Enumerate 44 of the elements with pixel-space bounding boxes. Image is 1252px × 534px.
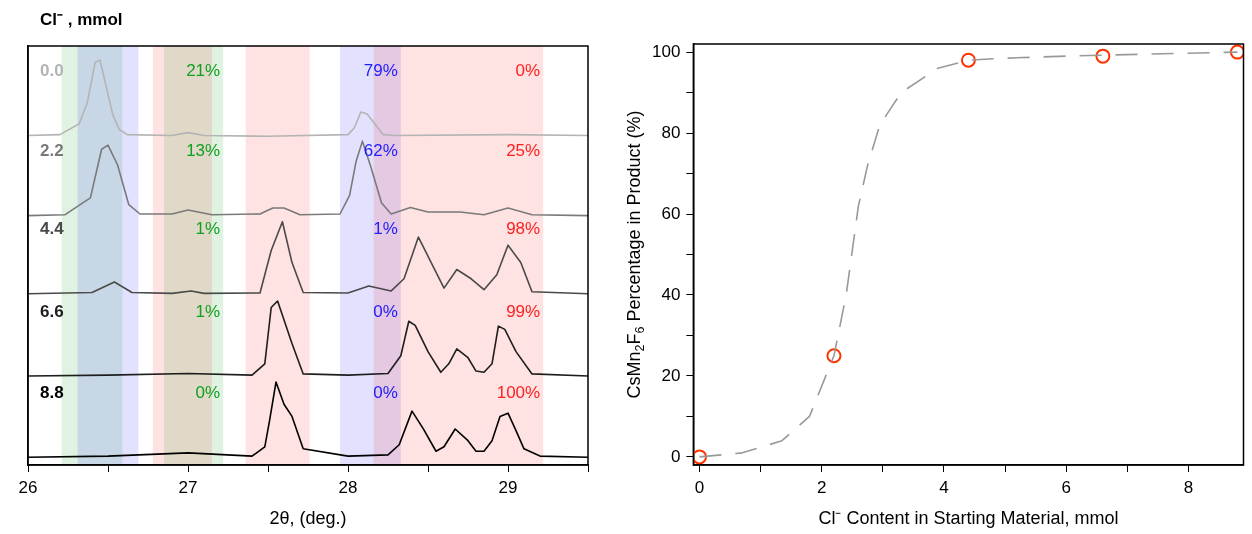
annotation: 0% <box>515 61 541 81</box>
x-axis-title: Cl⁻ Content in Starting Material, mmol <box>818 508 1119 529</box>
text: 2.2 <box>40 141 64 161</box>
y-tick-label: 40 <box>661 284 681 304</box>
x-tick-label: 27 <box>178 477 198 497</box>
annotation: 62% <box>363 141 398 161</box>
x-tick-label: 26 <box>18 477 38 497</box>
annotation: 1% <box>195 219 221 239</box>
point <box>1229 44 1244 60</box>
y-axis-title: CsMn2F6 Percentage in Product (%) <box>624 110 648 399</box>
annotation: 25% <box>506 141 541 161</box>
annotation: 1% <box>373 219 398 239</box>
annotation: 0% <box>373 383 398 402</box>
x-axis-title: 2θ, (deg.) <box>269 508 347 529</box>
legend-title: Cl⁻ , mmol <box>40 9 123 29</box>
annotation: 98% <box>506 219 541 239</box>
annotation: 99% <box>506 301 541 321</box>
text: 4.4 <box>40 219 65 239</box>
x-tick-label: 8 <box>1183 477 1194 497</box>
annotation: 21% <box>186 61 221 81</box>
x-tick-label: 4 <box>939 477 949 497</box>
point <box>693 449 707 465</box>
y-tick-label: 60 <box>661 203 681 223</box>
point <box>826 348 842 364</box>
annotation: 0% <box>373 301 398 321</box>
annotation: 0% <box>195 383 221 402</box>
x-tick-label: 2 <box>816 477 827 497</box>
y-tick-label: 80 <box>661 122 681 142</box>
x-tick-label: 6 <box>1061 477 1071 497</box>
text: 6.6 <box>40 301 64 321</box>
x-tick-label: 28 <box>338 477 358 497</box>
y-tick-label: 0 <box>670 446 681 466</box>
point <box>1095 48 1111 64</box>
series-label: 0.0 <box>40 61 64 81</box>
annotation: 79% <box>363 61 398 81</box>
annotation: 13% <box>186 141 221 161</box>
x-tick-label: 29 <box>498 477 518 497</box>
annotation: 100% <box>496 383 541 402</box>
point <box>960 52 976 68</box>
y-tick-label: 20 <box>661 365 681 385</box>
x-tick-label: 0 <box>694 477 705 497</box>
annotation: 1% <box>195 301 221 321</box>
y-tick-label: 100 <box>651 41 681 61</box>
text: 8.8 <box>40 383 64 402</box>
